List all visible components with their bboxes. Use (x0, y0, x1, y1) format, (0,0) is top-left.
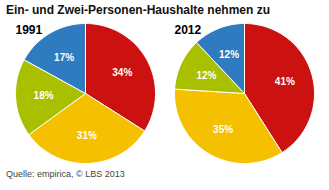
svg-text:2012: 2012 (174, 23, 201, 37)
html-text:Quelle: empirica, © LBS 2013: Quelle: empirica, © LBS 2013 (6, 169, 125, 179)
html-text:Ein- und Zwei-Personen-Haushal: Ein- und Zwei-Personen-Haushalte nehmen … (6, 3, 270, 17)
svg-text:18%: 18% (34, 90, 54, 101)
svg-text:34%: 34% (113, 67, 133, 78)
svg-text:41%: 41% (275, 76, 295, 87)
svg-text:12%: 12% (196, 70, 216, 81)
svg-text:17%: 17% (54, 52, 74, 63)
svg-text:35%: 35% (213, 124, 233, 135)
svg-text:1991: 1991 (16, 23, 43, 37)
svg-text:31%: 31% (77, 130, 97, 141)
svg-text:12%: 12% (219, 49, 239, 60)
